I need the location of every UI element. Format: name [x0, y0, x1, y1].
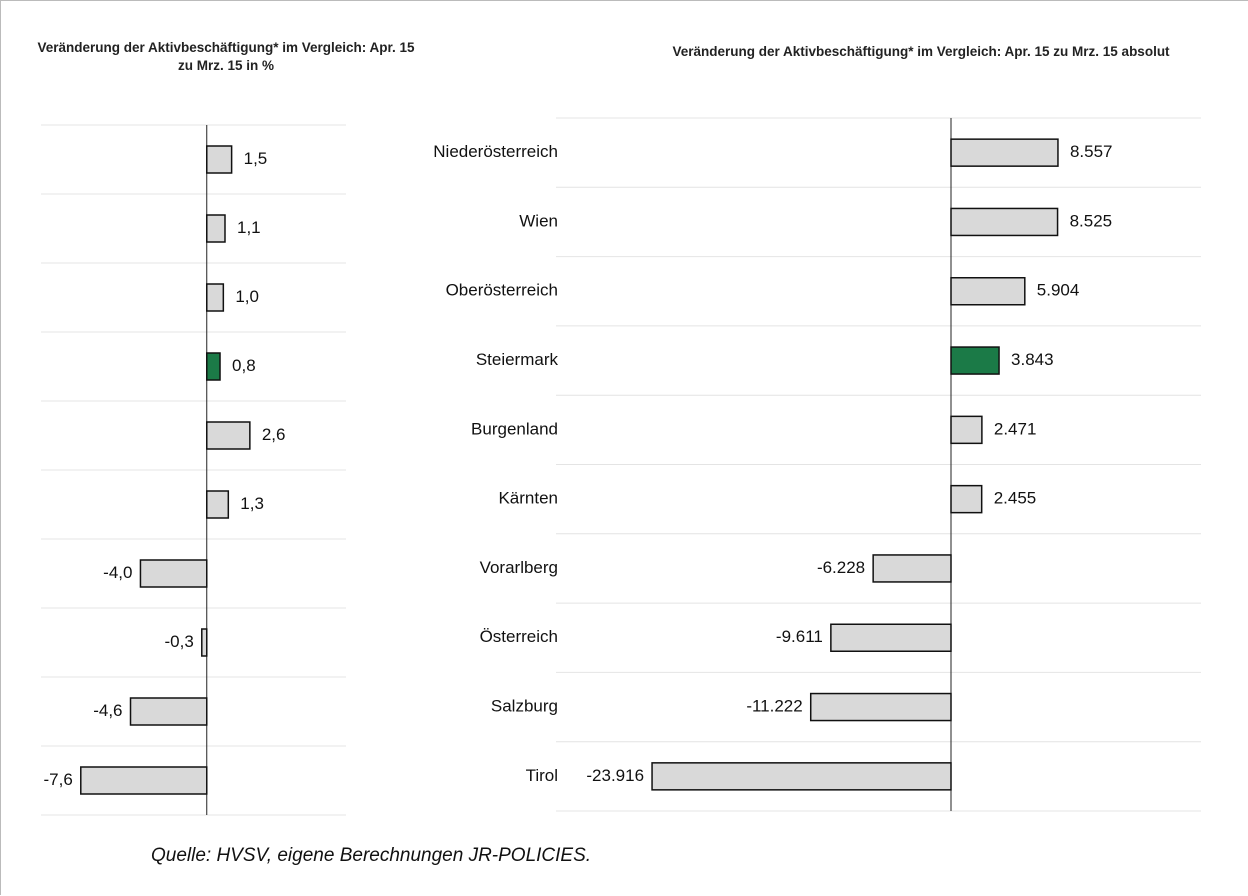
category-label: Steiermark: [476, 350, 559, 369]
bar: [950, 484, 983, 514]
bar: [206, 490, 230, 519]
value-label: 5.904: [1037, 281, 1080, 300]
bar: [206, 421, 251, 450]
category-label: Wien: [519, 211, 558, 230]
value-label: -23.916: [586, 766, 644, 785]
chart-title: Veränderung der Aktivbeschäftigung* im V…: [37, 40, 415, 73]
bar: [872, 554, 952, 583]
value-label: 1,3: [240, 494, 264, 513]
bar: [129, 697, 208, 726]
category-label: Salzburg: [491, 697, 558, 716]
category-label: Oberösterreich: [446, 281, 558, 300]
chart-title: Veränderung der Aktivbeschäftigung* im V…: [672, 44, 1170, 59]
value-label: -0,3: [164, 632, 193, 651]
value-label: -4,0: [103, 563, 132, 582]
value-label: 1,0: [235, 287, 259, 306]
category-label: Vorarlberg: [480, 558, 558, 577]
value-label: 2.471: [994, 419, 1037, 438]
bar: [950, 207, 1059, 237]
value-label: 8.557: [1070, 142, 1113, 161]
bar: [651, 762, 952, 791]
category-label: Tirol: [526, 766, 558, 785]
value-label: 1,1: [237, 218, 261, 237]
value-label: 3.843: [1011, 350, 1054, 369]
value-label: 1,5: [244, 149, 268, 168]
bar: [201, 628, 208, 657]
category-label: Niederösterreich: [433, 142, 558, 161]
value-label: -7,6: [43, 770, 72, 789]
bar: [950, 138, 1059, 167]
value-label: -4,6: [93, 701, 122, 720]
bar: [809, 692, 952, 722]
category-label: Burgenland: [471, 419, 558, 438]
value-label: 2,6: [262, 425, 286, 444]
category-label: Kärnten: [498, 489, 558, 508]
value-label: 0,8: [232, 356, 256, 375]
value-label: -6.228: [817, 558, 865, 577]
value-label: 2.455: [994, 489, 1037, 508]
value-label: 8.525: [1070, 211, 1113, 230]
value-label: -9.611: [776, 627, 823, 646]
bar: [950, 415, 983, 445]
bar: [206, 283, 225, 312]
bar: [950, 346, 1000, 375]
bar: [830, 623, 952, 652]
bar: [206, 214, 226, 243]
category-label: Österreich: [480, 627, 558, 646]
bar: [80, 766, 208, 795]
source-note: Quelle: HVSV, eigene Berechnungen JR-POL…: [151, 845, 592, 866]
bar: [139, 559, 208, 588]
bar: [206, 145, 233, 174]
value-label: -11.222: [746, 697, 802, 716]
bar: [950, 277, 1026, 306]
bar: [206, 352, 221, 381]
